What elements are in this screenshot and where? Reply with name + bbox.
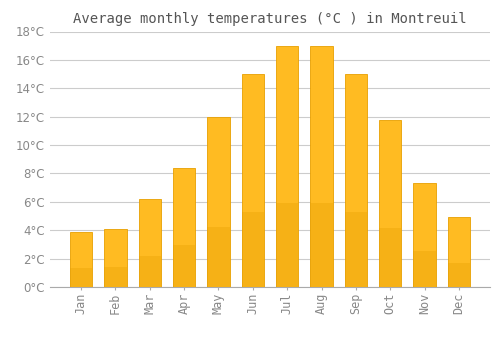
Bar bbox=[448, 217, 470, 287]
Bar bbox=[104, 229, 126, 287]
Bar bbox=[344, 74, 367, 287]
Bar bbox=[70, 268, 92, 287]
Bar bbox=[104, 267, 126, 287]
Bar bbox=[344, 212, 367, 287]
Bar bbox=[242, 74, 264, 287]
Bar bbox=[414, 183, 436, 287]
Bar bbox=[173, 245, 196, 287]
Bar bbox=[276, 46, 298, 287]
Bar bbox=[379, 119, 402, 287]
Bar bbox=[276, 203, 298, 287]
Bar bbox=[173, 168, 196, 287]
Bar bbox=[70, 232, 92, 287]
Bar bbox=[448, 262, 470, 287]
Bar bbox=[242, 212, 264, 287]
Title: Average monthly temperatures (°C ) in Montreuil: Average monthly temperatures (°C ) in Mo… bbox=[73, 12, 467, 26]
Bar bbox=[138, 199, 161, 287]
Bar bbox=[208, 117, 230, 287]
Bar bbox=[310, 46, 332, 287]
Bar bbox=[208, 228, 230, 287]
Bar bbox=[310, 203, 332, 287]
Bar bbox=[379, 229, 402, 287]
Bar bbox=[138, 256, 161, 287]
Bar bbox=[414, 251, 436, 287]
